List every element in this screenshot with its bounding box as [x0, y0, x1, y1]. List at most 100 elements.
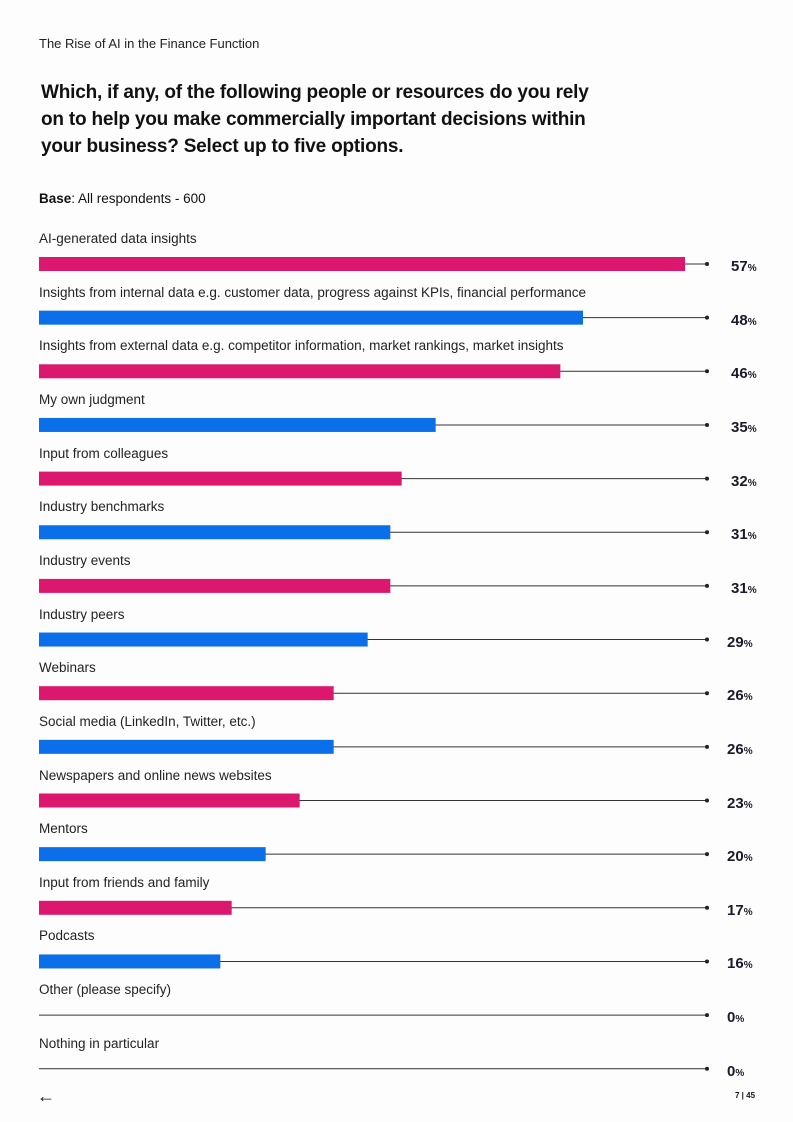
bar-end-dot — [705, 583, 709, 588]
category-label: Social media (LinkedIn, Twitter, etc.) — [39, 713, 256, 729]
data-value: 26 — [727, 740, 744, 758]
bar — [39, 954, 221, 969]
bar-end-dot — [705, 1013, 709, 1018]
data-value: 23 — [727, 794, 744, 812]
category-label: Input from friends and family — [39, 874, 210, 890]
category-label: Insights from external data e.g. competi… — [39, 338, 564, 354]
data-value: 16 — [727, 955, 744, 973]
data-label: 23% — [727, 795, 753, 812]
category-label: Industry peers — [39, 606, 125, 622]
bar-end-dot — [705, 530, 709, 535]
base-label: Base — [39, 191, 72, 206]
data-value: 31 — [731, 526, 748, 544]
data-unit: % — [747, 370, 757, 382]
document-title: The Rise of AI in the Finance Function — [39, 36, 260, 51]
data-label: 29% — [727, 634, 753, 651]
data-unit: % — [747, 584, 757, 596]
page-number: 7 | 45 — [735, 1091, 756, 1100]
category-label: Input from colleagues — [39, 445, 169, 461]
data-unit: % — [743, 745, 753, 757]
data-label: 26% — [727, 741, 753, 758]
bar-end-dot — [705, 422, 709, 427]
bar — [39, 417, 436, 432]
bar — [39, 793, 300, 808]
data-unit: % — [743, 960, 753, 972]
data-value: 20 — [727, 848, 744, 866]
data-unit: % — [747, 263, 757, 274]
category-label: Industry events — [39, 552, 131, 568]
category-label: Podcasts — [39, 928, 95, 944]
bar-end-dot — [705, 369, 709, 374]
bar — [39, 900, 232, 915]
data-label: 31% — [731, 526, 757, 543]
bar-end-dot — [705, 959, 709, 964]
data-value: 29 — [727, 633, 744, 651]
bar-end-dot — [705, 262, 709, 266]
data-unit: % — [743, 799, 753, 811]
category-label: Industry benchmarks — [39, 499, 165, 515]
data-label: 17% — [727, 902, 753, 919]
bar — [39, 525, 391, 540]
base-note: Base: All respondents - 600 — [39, 191, 206, 206]
data-label: 46% — [731, 365, 757, 382]
data-label: 31% — [731, 580, 757, 597]
data-label: 32% — [731, 473, 757, 490]
category-label: Mentors — [39, 821, 88, 837]
bar — [39, 739, 334, 754]
category-label: Insights from internal data e.g. custome… — [39, 284, 587, 300]
bar — [39, 686, 334, 701]
bar-end-dot — [705, 691, 709, 696]
data-label: 16% — [727, 955, 753, 972]
data-value: 35 — [731, 418, 748, 436]
bar — [39, 364, 561, 379]
data-label: 48% — [731, 312, 757, 329]
bar — [39, 471, 402, 486]
bar-end-dot — [705, 476, 709, 481]
bar — [39, 847, 266, 862]
data-value: 0 — [727, 1062, 736, 1080]
data-value: 26 — [727, 687, 744, 705]
category-label: Newspapers and online news websites — [39, 767, 272, 783]
bar-end-dot — [705, 798, 709, 803]
data-label: 0% — [727, 1063, 744, 1080]
data-unit: % — [735, 1014, 745, 1026]
data-value: 0 — [727, 1009, 736, 1027]
bar — [39, 578, 391, 593]
category-label: Other (please specify) — [39, 982, 172, 998]
category-label: My own judgment — [39, 391, 145, 407]
base-text: : All respondents - 600 — [71, 191, 206, 206]
data-unit: % — [735, 1067, 745, 1079]
data-label: 20% — [727, 848, 753, 865]
data-label: 35% — [731, 419, 757, 436]
data-value: 57 — [731, 258, 748, 275]
data-unit: % — [747, 477, 757, 489]
category-label: AI-generated data insights — [39, 231, 197, 246]
bar-end-dot — [705, 744, 709, 749]
data-unit: % — [743, 638, 753, 650]
bar-end-dot — [705, 1066, 709, 1071]
data-value: 31 — [731, 579, 748, 597]
bar — [39, 632, 368, 647]
data-unit: % — [747, 531, 757, 543]
bar-end-dot — [705, 905, 709, 910]
data-unit: % — [747, 316, 757, 328]
bar-end-dot — [705, 637, 709, 642]
data-label: 57% — [731, 258, 757, 275]
data-value: 46 — [731, 365, 748, 383]
arrow-left-icon[interactable]: ← — [37, 1086, 55, 1106]
question-title: Which, if any, of the following people o… — [41, 82, 589, 157]
data-label: 0% — [727, 1009, 744, 1026]
data-value: 17 — [727, 901, 744, 919]
bar — [39, 257, 685, 271]
data-value: 32 — [731, 472, 748, 490]
data-unit: % — [743, 906, 753, 918]
category-label: Webinars — [39, 660, 96, 676]
category-label: Nothing in particular — [39, 1035, 160, 1051]
data-value: 48 — [731, 311, 748, 329]
data-label: 26% — [727, 687, 753, 704]
bar-end-dot — [705, 852, 709, 857]
data-unit: % — [743, 692, 753, 704]
bar — [39, 310, 583, 325]
bar-end-dot — [705, 315, 709, 320]
